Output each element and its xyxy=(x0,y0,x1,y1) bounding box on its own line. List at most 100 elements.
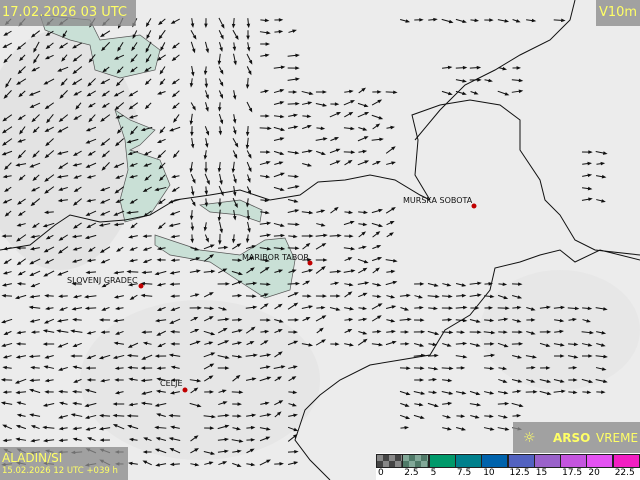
wind-arrow xyxy=(287,199,299,203)
wind-arrow xyxy=(3,53,12,64)
wind-arrow xyxy=(45,138,54,147)
wind-arrow xyxy=(190,316,199,322)
wind-arrow xyxy=(315,90,327,94)
wind-arrow xyxy=(344,159,353,166)
wind-arrow xyxy=(247,174,251,183)
wind-arrow xyxy=(168,437,181,441)
wind-arrow xyxy=(113,210,125,216)
wind-arrow xyxy=(16,413,26,418)
wind-arrow xyxy=(385,280,398,286)
wind-arrow xyxy=(114,102,125,111)
wind-arrow xyxy=(442,427,452,431)
wind-arrow xyxy=(142,258,152,263)
wind-arrow xyxy=(99,198,111,204)
wind-arrow xyxy=(302,124,312,130)
wind-arrow xyxy=(511,89,524,94)
wind-arrow xyxy=(526,318,536,322)
wind-arrow xyxy=(44,54,54,60)
wind-arrow xyxy=(330,294,341,298)
wind-arrow xyxy=(86,175,96,179)
wind-arrow xyxy=(582,390,592,395)
wind-arrow xyxy=(329,307,341,311)
wind-arrow xyxy=(113,162,125,168)
wind-arrow xyxy=(301,101,313,105)
wind-arrow xyxy=(344,291,353,298)
wind-arrow xyxy=(44,150,55,159)
wind-arrow xyxy=(156,258,166,262)
wind-arrow xyxy=(88,114,96,123)
wind-arrow xyxy=(581,150,593,154)
wind-arrow xyxy=(2,271,12,275)
wind-arrow xyxy=(71,42,83,49)
wind-arrow xyxy=(18,90,26,98)
wind-arrow xyxy=(469,390,481,396)
wind-arrow xyxy=(33,53,40,64)
wind-arrow xyxy=(371,303,383,310)
wind-arrow xyxy=(358,331,368,335)
wind-arrow xyxy=(0,401,13,405)
wind-arrow xyxy=(273,65,286,70)
wind-arrow xyxy=(497,306,510,310)
wind-arrow xyxy=(568,317,577,322)
wind-arrow xyxy=(581,330,594,335)
wind-arrow xyxy=(126,353,139,358)
wind-arrow xyxy=(85,162,97,168)
wind-arrow xyxy=(204,161,208,173)
wind-arrow xyxy=(144,102,152,110)
wind-arrow xyxy=(288,90,298,94)
wind-arrow xyxy=(171,42,180,49)
wind-arrow xyxy=(512,319,522,323)
wind-arrow xyxy=(260,114,270,118)
wind-arrow xyxy=(204,186,209,196)
wind-arrow xyxy=(497,427,510,431)
wind-arrow xyxy=(469,293,482,297)
wind-arrow xyxy=(441,306,454,310)
wind-arrow xyxy=(273,222,285,227)
wind-arrow xyxy=(42,342,55,346)
wind-arrow xyxy=(246,256,255,262)
wind-arrow xyxy=(274,18,284,22)
wind-arrow xyxy=(217,449,229,454)
wind-arrow xyxy=(246,341,255,346)
wind-arrow xyxy=(330,206,339,214)
wind-arrow xyxy=(28,354,41,359)
wind-arrow xyxy=(511,342,524,346)
wind-arrow xyxy=(371,99,383,106)
wind-arrow xyxy=(170,365,180,370)
wind-arrow xyxy=(115,306,124,311)
wind-arrow xyxy=(16,78,27,85)
wind-arrow xyxy=(170,342,180,346)
wind-arrow xyxy=(302,294,312,298)
wind-arrow xyxy=(287,426,299,432)
wind-arrow xyxy=(315,242,327,250)
wind-arrow xyxy=(127,342,139,348)
wind-arrow xyxy=(526,307,536,311)
wind-arrow xyxy=(498,415,508,419)
wind-arrow xyxy=(99,318,111,322)
wind-arrow xyxy=(101,162,110,171)
wind-arrow xyxy=(204,198,209,208)
wind-arrow xyxy=(128,90,139,97)
wind-arrow xyxy=(343,100,355,106)
wind-arrow xyxy=(218,66,224,75)
wind-arrow xyxy=(455,318,468,323)
wind-arrow xyxy=(130,222,138,229)
wind-arrow xyxy=(14,378,27,384)
wind-arrow xyxy=(231,234,236,244)
wind-arrow xyxy=(204,341,214,345)
wind-arrow xyxy=(273,186,285,192)
wind-arrow xyxy=(484,366,495,371)
wind-arrow xyxy=(288,365,298,369)
wind-arrow xyxy=(582,186,593,191)
wind-arrow xyxy=(245,198,250,208)
wind-arrow xyxy=(14,294,27,300)
wind-arrow xyxy=(154,448,167,454)
wind-arrow xyxy=(217,209,222,222)
wind-arrow xyxy=(455,283,467,287)
wind-arrow xyxy=(442,317,453,322)
wind-arrow xyxy=(58,186,68,191)
wind-arrow xyxy=(301,210,314,215)
wind-arrow xyxy=(218,30,224,40)
wind-arrow xyxy=(190,293,200,297)
wind-arrow xyxy=(301,234,314,238)
